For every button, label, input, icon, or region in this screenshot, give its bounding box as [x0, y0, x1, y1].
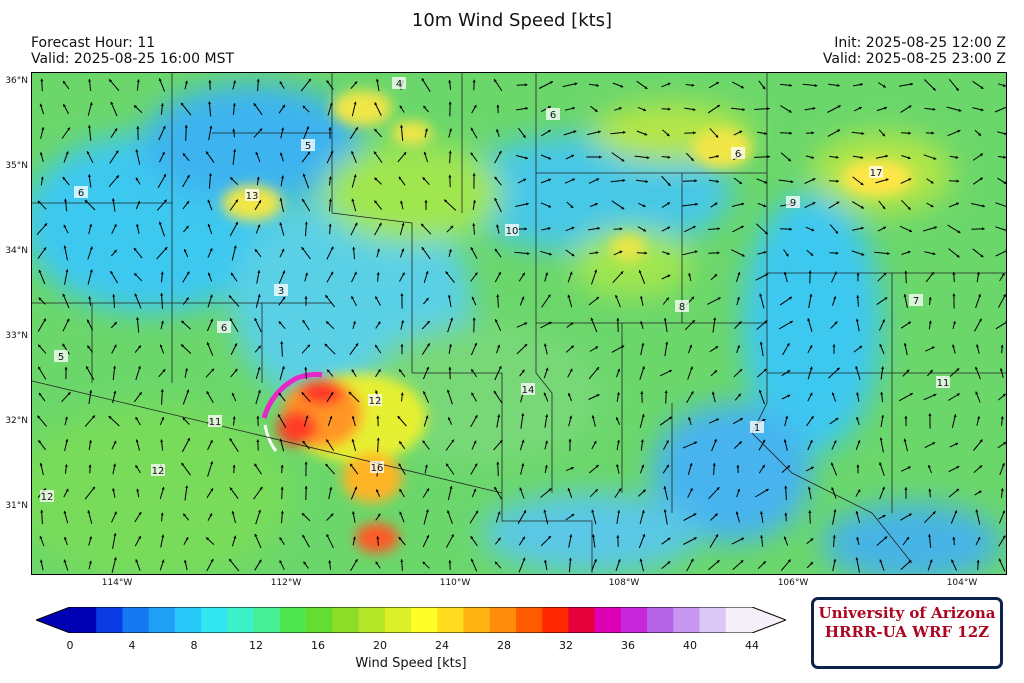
- station-value: 6: [735, 149, 741, 160]
- colorbar-swatch: [647, 607, 674, 633]
- lat-label-36: 36°N: [5, 76, 28, 86]
- station-value: 12: [152, 466, 165, 477]
- colorbar-swatch: [96, 607, 124, 633]
- colorbar-swatch: [725, 607, 753, 633]
- logo-line-2: HRRR-UA WRF 12Z: [824, 623, 990, 641]
- university-logo: University of Arizona HRRR-UA WRF 12Z: [811, 597, 1003, 669]
- station-value: 14: [522, 385, 535, 396]
- colorbar-swatch: [253, 607, 281, 633]
- lat-label-34: 34°N: [5, 246, 28, 256]
- station-value: 6: [78, 188, 84, 199]
- station-value: 9: [790, 198, 796, 209]
- colorbar-tick: 44: [745, 639, 759, 652]
- colorbar-swatch: [515, 607, 543, 633]
- colorbar-swatch: [358, 607, 386, 633]
- colorbar-label: Wind Speed [kts]: [355, 656, 467, 671]
- lon-label-104: 104°W: [946, 578, 978, 588]
- colorbar-swatch: [699, 607, 727, 633]
- colorbar-swatch: [279, 607, 307, 633]
- logo-line-1: University of Arizona: [818, 604, 996, 622]
- station-value: 11: [937, 378, 950, 389]
- station-value: 4: [396, 79, 402, 90]
- station-value: 5: [58, 352, 64, 363]
- colorbar-swatch: [201, 607, 228, 633]
- station-value: 13: [246, 191, 259, 202]
- station-value: 3: [278, 286, 284, 297]
- colorbar-tick: 28: [497, 639, 511, 652]
- lat-label-35: 35°N: [5, 161, 28, 171]
- colorbar-tick: 16: [311, 639, 325, 652]
- forecast-hour: Forecast Hour: 11: [31, 35, 156, 51]
- colorbar-swatch: [594, 607, 622, 633]
- colorbar-swatch: [568, 607, 596, 633]
- station-value: 12: [369, 396, 382, 407]
- station-value: 10: [506, 226, 519, 237]
- valid-local-time: Valid: 2025-08-25 16:00 MST: [31, 51, 235, 67]
- colorbar-tick: 0: [66, 639, 74, 652]
- colorbar-swatch: [70, 607, 97, 633]
- chart-title: 10m Wind Speed [kts]: [411, 10, 613, 31]
- colorbar-swatch: [332, 607, 360, 633]
- colorbar-tick: 32: [559, 639, 573, 652]
- county-borders: [32, 73, 1006, 573]
- colorbar-swatch: [673, 607, 701, 633]
- colorbar-swatch: [174, 607, 202, 633]
- colorbar-swatch: [489, 607, 517, 633]
- valid-utc-time: Valid: 2025-08-25 23:00 Z: [822, 51, 1006, 67]
- lon-label-108: 108°W: [608, 578, 640, 588]
- lon-label-112: 112°W: [270, 578, 302, 588]
- lon-label-106: 106°W: [777, 578, 809, 588]
- colorbar-swatch: [384, 607, 412, 633]
- colorbar-swatch: [437, 607, 465, 633]
- colorbar-min-extend: [36, 607, 70, 633]
- colorbar-tick: 4: [128, 639, 136, 652]
- lat-label-33: 33°N: [5, 331, 28, 341]
- station-value: 16: [371, 463, 384, 474]
- init-time: Init: 2025-08-25 12:00 Z: [834, 35, 1006, 51]
- station-value: 6: [221, 323, 227, 334]
- colorbar-tick: 20: [373, 639, 387, 652]
- colorbar-tick: 24: [435, 639, 449, 652]
- colorbar-tick: 36: [621, 639, 635, 652]
- colorbar-swatch: [148, 607, 176, 633]
- lat-label-31: 31°N: [5, 501, 28, 511]
- station-value: 17: [870, 168, 883, 179]
- gust-front-core: [263, 424, 278, 452]
- station-value: 7: [913, 296, 919, 307]
- colorbar-swatch: [306, 607, 333, 633]
- colorbar-swatch: [620, 607, 648, 633]
- colorbar-swatch: [463, 607, 491, 633]
- lon-label-114: 114°W: [101, 578, 133, 588]
- wind-vectors: [36, 78, 1006, 573]
- station-value: 12: [41, 492, 54, 503]
- colorbar-swatch: [411, 607, 438, 633]
- colorbar-swatch: [227, 607, 255, 633]
- colorbar-tick: 12: [249, 639, 263, 652]
- colorbar: [36, 607, 786, 633]
- colorbar-max-extend: [752, 607, 786, 633]
- wind-speed-map: 4 6 5 6 13 6 17 9 10 3 8 7 6 5 14 12 11 11 1 16 12 12: [31, 72, 1007, 575]
- station-value: 1: [754, 423, 760, 434]
- station-value: 6: [550, 110, 556, 121]
- lat-label-32: 32°N: [5, 416, 28, 426]
- gust-front-ring: [261, 371, 323, 419]
- station-value: 5: [305, 141, 311, 152]
- lon-label-110: 110°W: [439, 578, 471, 588]
- colorbar-tick: 40: [683, 639, 697, 652]
- colorbar-swatch: [122, 607, 150, 633]
- colorbar-tick: 8: [190, 639, 198, 652]
- station-value: 8: [679, 302, 685, 313]
- station-value: 11: [209, 417, 222, 428]
- colorbar-swatch: [542, 607, 569, 633]
